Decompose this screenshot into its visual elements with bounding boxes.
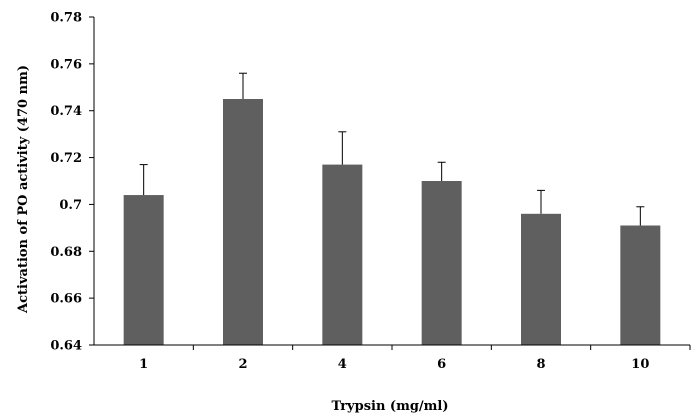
x-tick-label: 4	[338, 357, 347, 372]
x-axis-ticks: 1 2 4 6 8 10	[139, 345, 691, 372]
bar-2	[223, 99, 263, 345]
bar-1	[123, 195, 164, 345]
y-tick-label: 0.72	[50, 151, 82, 166]
x-axis-title: Trypsin (mg/ml)	[331, 399, 448, 414]
bar-8	[521, 213, 561, 345]
y-tick-label: 0.76	[50, 57, 82, 72]
y-axis-title: Activation of PO activity (470 nm)	[16, 65, 31, 314]
x-tick-label: 6	[437, 357, 446, 372]
y-tick-label: 0.64	[50, 339, 82, 354]
y-axis-ticks: 0.64 0.66 0.68 0.7 0.72 0.74 0.76 0.78	[50, 11, 94, 354]
y-tick-label: 0.74	[50, 104, 82, 119]
x-tick-label: 10	[631, 357, 649, 372]
y-tick-label: 0.7	[59, 198, 82, 213]
y-tick-label: 0.66	[50, 292, 82, 307]
x-tick-label: 8	[536, 357, 545, 372]
y-tick-label: 0.68	[50, 245, 82, 260]
bars-group	[123, 99, 661, 345]
error-bars-group	[139, 72, 645, 226]
y-tick-label: 0.78	[50, 11, 82, 26]
bar-4	[322, 164, 363, 345]
x-tick-label: 2	[238, 357, 247, 372]
bar-10	[620, 225, 661, 345]
x-tick-label: 1	[139, 357, 148, 372]
bar-6	[421, 181, 462, 345]
